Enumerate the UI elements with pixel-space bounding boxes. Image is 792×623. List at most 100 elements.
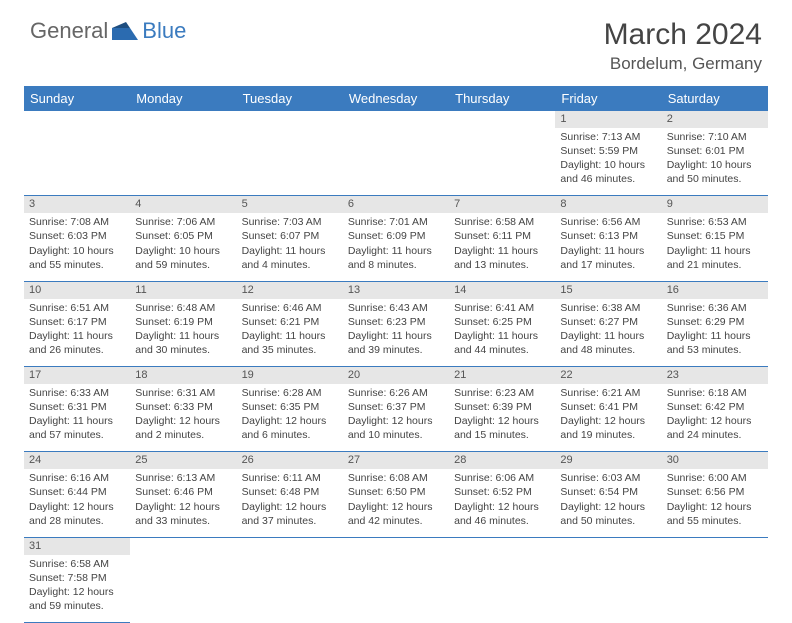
day-ss: Sunset: 6:50 PM: [348, 485, 444, 499]
day-number: 7: [449, 196, 555, 213]
weekday-monday: Monday: [130, 86, 236, 111]
day-number: [449, 537, 555, 554]
day-dl2: and 55 minutes.: [29, 258, 125, 272]
day-ss: Sunset: 6:35 PM: [242, 400, 338, 414]
day-info: [555, 555, 661, 623]
day-number: 4: [130, 196, 236, 213]
day-info: Sunrise: 6:43 AMSunset: 6:23 PMDaylight:…: [343, 299, 449, 367]
day-sr: Sunrise: 6:41 AM: [454, 301, 550, 315]
day-number: [555, 537, 661, 554]
day-dl1: Daylight: 12 hours: [242, 414, 338, 428]
day-dl1: Daylight: 11 hours: [348, 329, 444, 343]
day-info: Sunrise: 6:46 AMSunset: 6:21 PMDaylight:…: [237, 299, 343, 367]
day-sr: Sunrise: 6:00 AM: [667, 471, 763, 485]
day-ss: Sunset: 6:46 PM: [135, 485, 231, 499]
day-info: Sunrise: 6:48 AMSunset: 6:19 PMDaylight:…: [130, 299, 236, 367]
day-ss: Sunset: 7:58 PM: [29, 571, 125, 585]
day-sr: Sunrise: 6:43 AM: [348, 301, 444, 315]
day-number: 12: [237, 281, 343, 298]
day-dl2: and 4 minutes.: [242, 258, 338, 272]
day-sr: Sunrise: 6:58 AM: [29, 557, 125, 571]
day-ss: Sunset: 6:15 PM: [667, 229, 763, 243]
day-dl2: and 30 minutes.: [135, 343, 231, 357]
day-info: Sunrise: 7:10 AMSunset: 6:01 PMDaylight:…: [662, 128, 768, 196]
day-info: Sunrise: 6:28 AMSunset: 6:35 PMDaylight:…: [237, 384, 343, 452]
day-ss: Sunset: 6:54 PM: [560, 485, 656, 499]
header: General Blue March 2024 Bordelum, German…: [0, 0, 792, 82]
day-ss: Sunset: 6:25 PM: [454, 315, 550, 329]
day-ss: Sunset: 5:59 PM: [560, 144, 656, 158]
day-ss: Sunset: 6:21 PM: [242, 315, 338, 329]
day-sr: Sunrise: 6:18 AM: [667, 386, 763, 400]
page-title: March 2024: [604, 18, 762, 52]
day-sr: Sunrise: 6:03 AM: [560, 471, 656, 485]
day-dl2: and 19 minutes.: [560, 428, 656, 442]
day-info: Sunrise: 6:23 AMSunset: 6:39 PMDaylight:…: [449, 384, 555, 452]
day-sr: Sunrise: 6:33 AM: [29, 386, 125, 400]
day-sr: Sunrise: 6:38 AM: [560, 301, 656, 315]
day-dl2: and 37 minutes.: [242, 514, 338, 528]
day-sr: Sunrise: 7:06 AM: [135, 215, 231, 229]
brand-part2: Blue: [142, 18, 186, 44]
day-dl2: and 59 minutes.: [29, 599, 125, 613]
day-ss: Sunset: 6:01 PM: [667, 144, 763, 158]
day-dl1: Daylight: 12 hours: [29, 585, 125, 599]
day-dl1: Daylight: 11 hours: [667, 244, 763, 258]
day-dl1: Daylight: 12 hours: [667, 414, 763, 428]
day-ss: Sunset: 6:17 PM: [29, 315, 125, 329]
day-info: [449, 555, 555, 623]
day-dl2: and 17 minutes.: [560, 258, 656, 272]
day-dl2: and 48 minutes.: [560, 343, 656, 357]
day-ss: Sunset: 6:33 PM: [135, 400, 231, 414]
day-number: 5: [237, 196, 343, 213]
day-number: 13: [343, 281, 449, 298]
day-dl1: Daylight: 12 hours: [560, 414, 656, 428]
day-info: Sunrise: 6:00 AMSunset: 6:56 PMDaylight:…: [662, 469, 768, 537]
day-info: Sunrise: 6:13 AMSunset: 6:46 PMDaylight:…: [130, 469, 236, 537]
day-dl1: Daylight: 11 hours: [29, 414, 125, 428]
day-number: [237, 111, 343, 128]
day-ss: Sunset: 6:37 PM: [348, 400, 444, 414]
day-info: [130, 128, 236, 196]
day-sr: Sunrise: 6:16 AM: [29, 471, 125, 485]
day-dl2: and 53 minutes.: [667, 343, 763, 357]
day-ss: Sunset: 6:42 PM: [667, 400, 763, 414]
day-sr: Sunrise: 7:13 AM: [560, 130, 656, 144]
day-dl1: Daylight: 12 hours: [667, 500, 763, 514]
day-sr: Sunrise: 6:46 AM: [242, 301, 338, 315]
day-number: [662, 537, 768, 554]
day-dl2: and 44 minutes.: [454, 343, 550, 357]
day-sr: Sunrise: 6:48 AM: [135, 301, 231, 315]
day-dl2: and 50 minutes.: [667, 172, 763, 186]
day-ss: Sunset: 6:31 PM: [29, 400, 125, 414]
day-number: 31: [24, 537, 130, 554]
day-dl1: Daylight: 12 hours: [29, 500, 125, 514]
day-dl1: Daylight: 12 hours: [135, 500, 231, 514]
weekday-tuesday: Tuesday: [237, 86, 343, 111]
day-number: 6: [343, 196, 449, 213]
day-info: Sunrise: 7:08 AMSunset: 6:03 PMDaylight:…: [24, 213, 130, 281]
day-dl1: Daylight: 11 hours: [454, 329, 550, 343]
day-info: Sunrise: 6:18 AMSunset: 6:42 PMDaylight:…: [662, 384, 768, 452]
day-info: Sunrise: 6:53 AMSunset: 6:15 PMDaylight:…: [662, 213, 768, 281]
day-info: Sunrise: 6:58 AMSunset: 6:11 PMDaylight:…: [449, 213, 555, 281]
day-number: 14: [449, 281, 555, 298]
flag-icon: [112, 22, 138, 40]
day-ss: Sunset: 6:29 PM: [667, 315, 763, 329]
weekday-sunday: Sunday: [24, 86, 130, 111]
day-dl1: Daylight: 11 hours: [242, 244, 338, 258]
day-dl1: Daylight: 11 hours: [135, 329, 231, 343]
day-info: Sunrise: 6:51 AMSunset: 6:17 PMDaylight:…: [24, 299, 130, 367]
day-info: [130, 555, 236, 623]
day-info: Sunrise: 6:03 AMSunset: 6:54 PMDaylight:…: [555, 469, 661, 537]
brand-logo: General Blue: [30, 18, 186, 44]
weekday-header-row: SundayMondayTuesdayWednesdayThursdayFrid…: [24, 86, 768, 111]
day-number: 18: [130, 367, 236, 384]
week-2-numbers: 10111213141516: [24, 281, 768, 298]
day-sr: Sunrise: 6:36 AM: [667, 301, 763, 315]
week-5-numbers: 31: [24, 537, 768, 554]
day-dl1: Daylight: 11 hours: [560, 329, 656, 343]
day-number: 15: [555, 281, 661, 298]
day-dl2: and 8 minutes.: [348, 258, 444, 272]
day-sr: Sunrise: 7:01 AM: [348, 215, 444, 229]
